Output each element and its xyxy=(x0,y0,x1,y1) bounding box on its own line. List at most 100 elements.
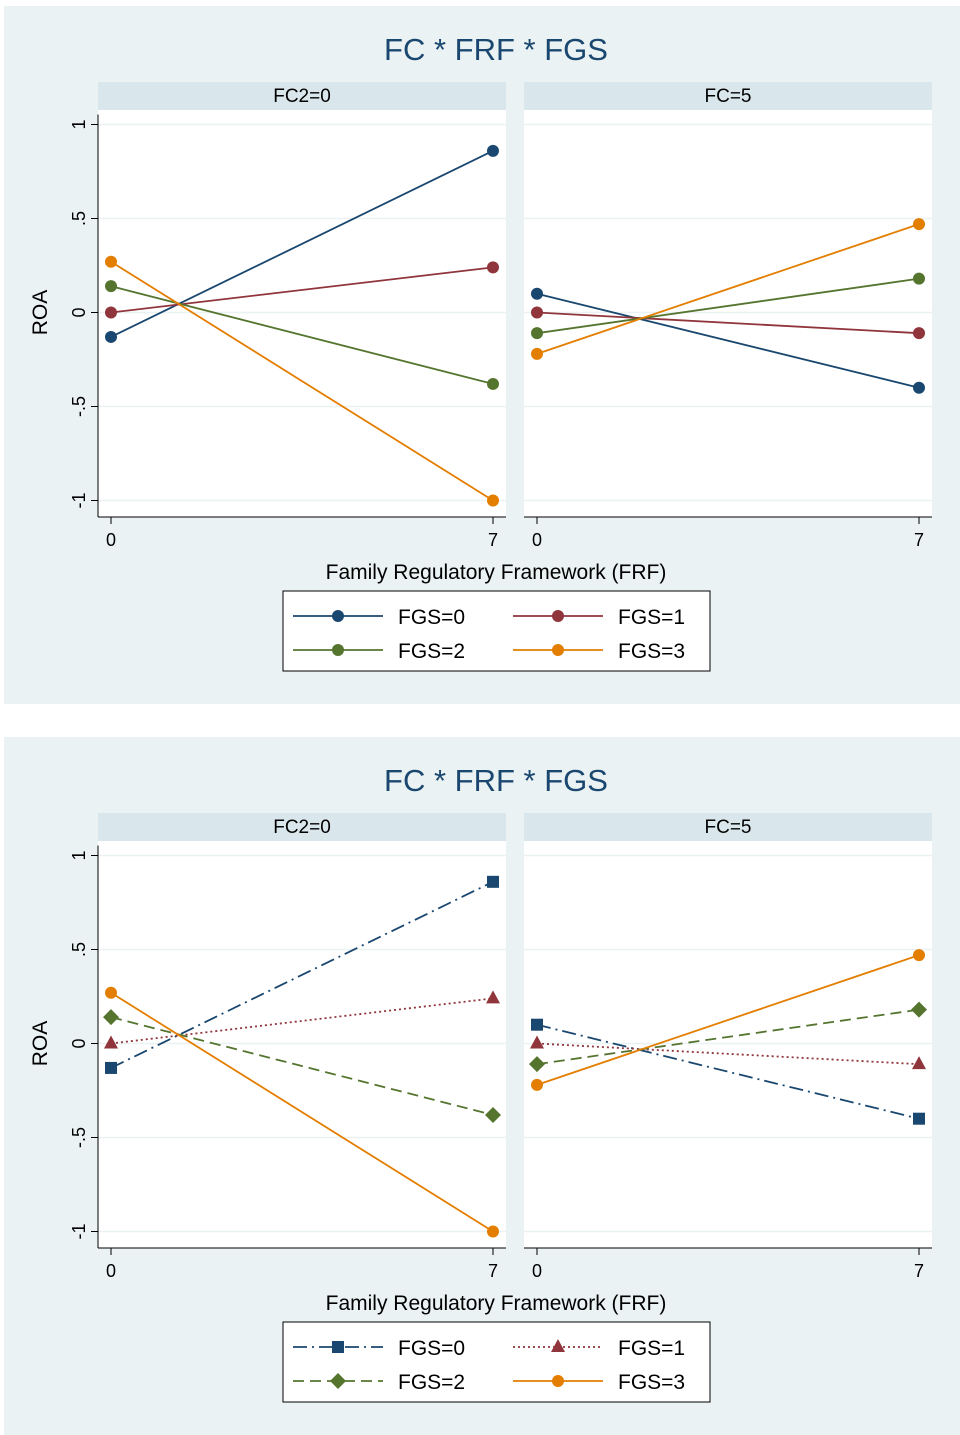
panel-1-series-2 xyxy=(103,1009,501,1123)
panel-2-series-3-point xyxy=(531,1078,543,1091)
panel-2-series-0-point xyxy=(913,1112,925,1125)
panel-1-plot-area xyxy=(98,841,506,1248)
panel-2-series-3 xyxy=(531,949,925,1091)
panel-2-strip xyxy=(524,813,932,841)
panel-1-strip xyxy=(98,813,506,841)
chart-figure-1: FC * FRF * FGS ROA FC2=0 0 7 1 .5 0 -.5 -1 FC=5 0 7 F… xyxy=(4,6,960,704)
legend-swatch-marker xyxy=(332,610,344,622)
panel-2-series-2-point xyxy=(911,1001,927,1018)
panel-1-strip xyxy=(98,82,506,110)
panel-1-series-2-point xyxy=(485,1106,501,1123)
legend-swatch-marker xyxy=(330,1373,346,1389)
panel-2-series-0-line xyxy=(536,292,920,389)
panel-1-series-3-point xyxy=(487,494,499,507)
y-tick-label: 0 xyxy=(69,1038,89,1048)
panel-1-series-1-point xyxy=(486,990,500,1004)
legend-box xyxy=(282,590,711,672)
panel-2-series-1 xyxy=(530,1035,926,1070)
chart-title: FC * FRF * FGS xyxy=(384,763,608,798)
legend-item-1: FGS=1 xyxy=(513,1337,685,1360)
panel-2-series-3-line xyxy=(536,954,920,1086)
legend-swatch-marker xyxy=(552,644,564,656)
panel-1-series-1-point xyxy=(105,306,117,319)
panel-1-series-1 xyxy=(104,990,500,1049)
panel-2-strip xyxy=(524,82,932,110)
panel-2-series-0-point xyxy=(531,287,543,300)
panel-2-series-3-point xyxy=(913,949,925,962)
legend-item-3: FGS=3 xyxy=(513,640,685,663)
panel-2-x-tick-label: 0 xyxy=(532,530,542,550)
panel-2-series-2-line xyxy=(536,277,920,335)
panel-2-series-3-line xyxy=(536,223,920,355)
panel-2-series-3-point xyxy=(913,218,925,231)
panel-1-series-3 xyxy=(105,986,499,1238)
panel-1-series-1-line xyxy=(110,266,494,314)
panel-2-series-2-point xyxy=(913,272,925,285)
legend-item-0: FGS=0 xyxy=(293,1337,465,1360)
panel-2-series-1-point xyxy=(912,1056,926,1070)
panel-2-plot-area xyxy=(524,841,932,1248)
panel-2-x-tick-label: 7 xyxy=(914,530,924,550)
panel-2-label: FC=5 xyxy=(705,86,752,107)
panel-2-series-1-point xyxy=(913,327,925,340)
legend-label: FGS=0 xyxy=(398,606,465,629)
legend: FGS=0 FGS=1 FGS=2 FGS=3 xyxy=(282,590,711,672)
legend-label: FGS=1 xyxy=(618,606,685,629)
y-axis-title: ROA xyxy=(29,1021,52,1067)
y-tick-label: -.5 xyxy=(69,396,89,417)
legend-item-0: FGS=0 xyxy=(293,606,465,629)
panel-1-series-1 xyxy=(105,261,499,319)
chart-svg-1: FC * FRF * FGS ROA FC2=0 0 7 1 .5 0 -.5 -1 FC=5 0 7 F… xyxy=(29,32,932,672)
y-tick-label: 0 xyxy=(69,307,89,317)
panel-2-series-2-point xyxy=(531,327,543,340)
panel-2-series-0-point xyxy=(531,1018,543,1031)
panel-2-series-1-point xyxy=(531,306,543,319)
legend-swatch-marker xyxy=(551,1339,565,1352)
legend-label: FGS=2 xyxy=(398,1371,465,1394)
panel-1-x-tick-label: 7 xyxy=(488,530,498,550)
panel-1-series-0-point xyxy=(487,875,499,888)
panel-1-series-3 xyxy=(105,255,499,507)
legend-item-1: FGS=1 xyxy=(513,606,685,629)
y-tick-label: 1 xyxy=(69,119,89,129)
y-tick-label: -.5 xyxy=(69,1127,89,1148)
panel-2-plot-area xyxy=(524,110,932,517)
panel-1-series-0-line xyxy=(110,150,494,338)
panel-1-series-3-point xyxy=(487,1225,499,1238)
legend-item-2: FGS=2 xyxy=(293,640,465,663)
chart-title: FC * FRF * FGS xyxy=(384,32,608,67)
panel-2-series-1-line xyxy=(536,1042,920,1066)
panel-2-label: FC=5 xyxy=(705,817,752,838)
panel-2-series-2 xyxy=(531,272,925,340)
panel-1-series-2-line xyxy=(110,1016,494,1116)
panel-1-series-3-point xyxy=(105,255,117,268)
panel-1-series-0-point xyxy=(105,330,117,343)
legend-label: FGS=0 xyxy=(398,1337,465,1360)
panel-1-x-tick-label: 7 xyxy=(488,1261,498,1281)
legend: FGS=0 FGS=1 FGS=2 FGS=3 xyxy=(282,1321,711,1403)
panel-2-series-2-point xyxy=(529,1056,545,1073)
panel-2-series-0-line xyxy=(536,1023,920,1120)
legend-label: FGS=3 xyxy=(618,640,685,663)
panel-2-series-0 xyxy=(531,1018,925,1125)
panel-1-x-tick-label: 0 xyxy=(106,1261,116,1281)
panel-1-series-0 xyxy=(105,875,499,1074)
panel-2-series-0-point xyxy=(913,381,925,394)
panel-1-label: FC2=0 xyxy=(273,86,331,107)
panel-1-series-1-point xyxy=(487,261,499,274)
panel-2-series-3-point xyxy=(531,347,543,360)
panel-2-x-tick-label: 0 xyxy=(532,1261,542,1281)
panel-1-series-3-point xyxy=(105,986,117,999)
y-tick-label: -1 xyxy=(69,1223,89,1239)
panel-2-series-1-line xyxy=(536,311,920,335)
legend-box xyxy=(282,1321,711,1403)
y-tick-label: .5 xyxy=(69,211,89,226)
y-axis-title: ROA xyxy=(29,290,52,336)
chart-figure-2: FC * FRF * FGS ROA FC2=0 0 7 1 .5 0 -.5 -1 FC=5 0 7 F… xyxy=(4,737,960,1435)
panel-1-series-1-point xyxy=(104,1035,118,1049)
panel-1-series-1-line xyxy=(110,997,494,1045)
panel-1-label: FC2=0 xyxy=(273,817,331,838)
panel-1-series-0-point xyxy=(105,1061,117,1074)
panel-1-series-0-point xyxy=(487,144,499,157)
legend-label: FGS=1 xyxy=(618,1337,685,1360)
